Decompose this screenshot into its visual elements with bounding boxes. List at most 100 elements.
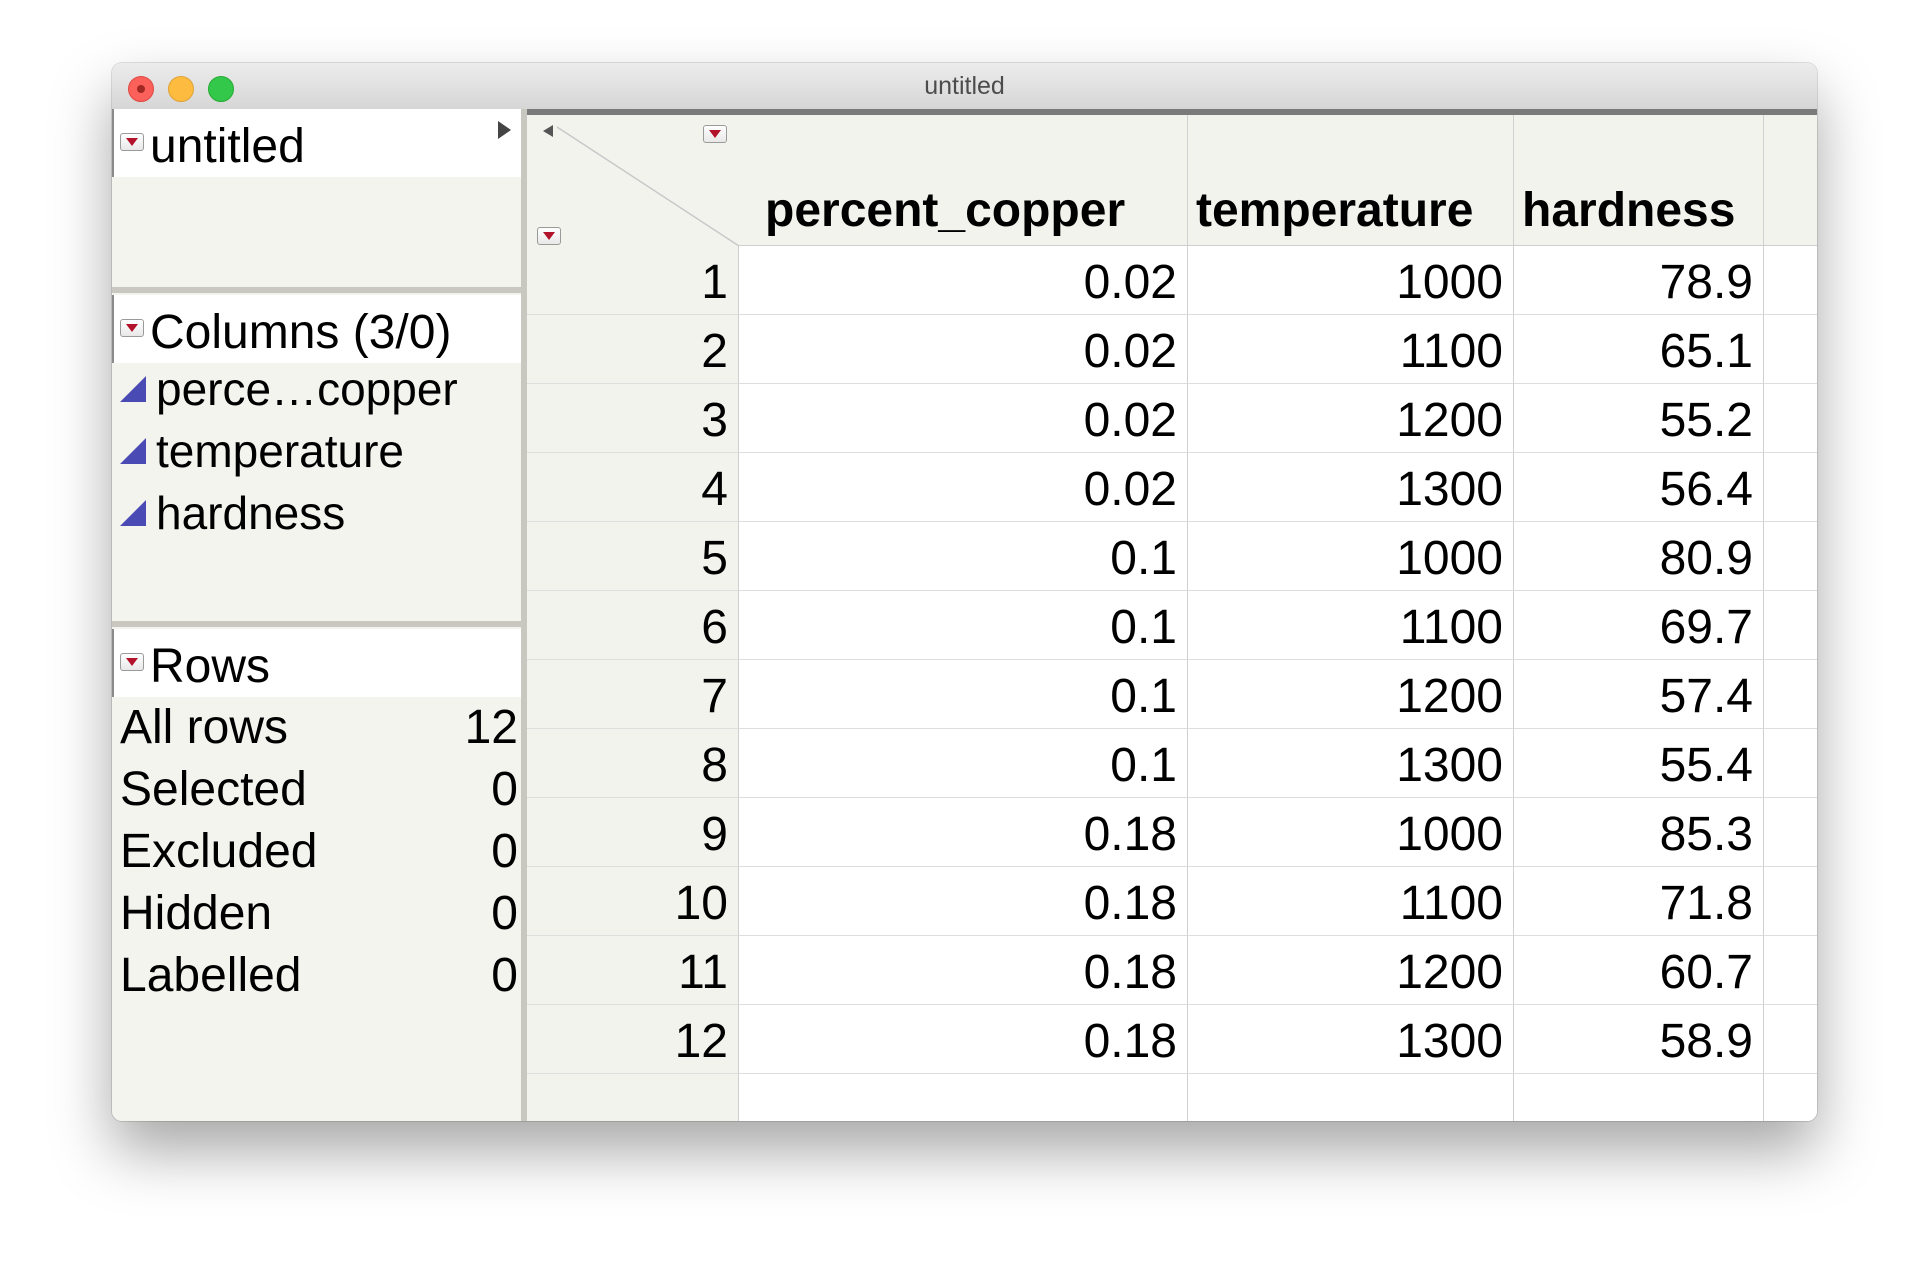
table-cell[interactable]: 1000 (1188, 246, 1514, 315)
table-cell[interactable]: 1300 (1188, 453, 1514, 522)
row-number[interactable]: 4 (527, 453, 739, 522)
table-cell[interactable]: 55.4 (1514, 729, 1764, 798)
table-cell[interactable]: 0.02 (739, 246, 1188, 315)
table-cell[interactable]: 0.18 (739, 1005, 1188, 1074)
table-cell-filler (1764, 522, 1817, 591)
rows-panel-header[interactable]: Rows (112, 629, 523, 697)
table-cell[interactable]: 80.9 (1514, 522, 1764, 591)
row-stat-all-rows[interactable]: All rows 12 (120, 697, 518, 759)
table-cell-filler (1764, 1005, 1817, 1074)
table-cell[interactable]: 56.4 (1514, 453, 1764, 522)
minimize-button[interactable] (168, 76, 194, 102)
column-header-empty (1764, 115, 1817, 246)
row-stat-label: Selected (120, 763, 307, 816)
table-cell[interactable]: 1200 (1188, 384, 1514, 453)
row-number[interactable]: 8 (527, 729, 739, 798)
table-cell[interactable]: 57.4 (1514, 660, 1764, 729)
row-stat-label: Hidden (120, 887, 273, 940)
column-header-hardness[interactable]: hardness (1514, 115, 1764, 246)
table-cell[interactable]: 1200 (1188, 936, 1514, 1005)
table-cell[interactable]: 0.02 (739, 384, 1188, 453)
row-stat-value: 0 (491, 825, 518, 878)
table-cell-empty[interactable] (739, 1074, 1188, 1121)
row-stat-excluded[interactable]: Excluded 0 (120, 821, 518, 883)
table-cell-filler (1764, 246, 1817, 315)
row-stat-labelled[interactable]: Labelled 0 (120, 945, 518, 1007)
table-cell[interactable]: 1300 (1188, 729, 1514, 798)
table-cell[interactable]: 1100 (1188, 315, 1514, 384)
row-number[interactable]: 3 (527, 384, 739, 453)
row-stat-value: 12 (464, 701, 518, 754)
row-stat-value: 0 (491, 763, 518, 816)
grid-top-border (527, 109, 1817, 115)
row-stat-selected[interactable]: Selected 0 (120, 759, 518, 821)
table-cell[interactable]: 0.18 (739, 867, 1188, 936)
zoom-button[interactable] (208, 76, 234, 102)
columns-panel: Columns (3/0) perce…copper temperature h… (112, 295, 523, 555)
table-cell[interactable]: 0.02 (739, 315, 1188, 384)
column-item-temperature[interactable]: temperature (120, 423, 404, 479)
column-header-percent-copper[interactable]: percent_copper (739, 115, 1188, 246)
row-number[interactable]: 5 (527, 522, 739, 591)
table-cell[interactable]: 0.18 (739, 798, 1188, 867)
table-cell-empty[interactable] (1188, 1074, 1514, 1121)
table-cell[interactable]: 0.18 (739, 936, 1188, 1005)
row-number[interactable]: 2 (527, 315, 739, 384)
continuous-icon (120, 437, 146, 464)
row-menu-icon[interactable] (537, 227, 561, 245)
table-cell[interactable]: 0.1 (739, 591, 1188, 660)
table-menu-icon[interactable] (120, 133, 144, 151)
table-cell[interactable]: 1300 (1188, 1005, 1514, 1074)
row-number[interactable]: 9 (527, 798, 739, 867)
column-item-hardness[interactable]: hardness (120, 485, 345, 541)
column-menu-icon[interactable] (703, 125, 727, 143)
table-cell[interactable]: 85.3 (1514, 798, 1764, 867)
table-cell[interactable]: 65.1 (1514, 315, 1764, 384)
row-stat-label: All rows (120, 701, 289, 754)
table-cell[interactable]: 60.7 (1514, 936, 1764, 1005)
row-stat-hidden[interactable]: Hidden 0 (120, 883, 518, 945)
rows-menu-icon[interactable] (120, 653, 144, 671)
row-number[interactable]: 1 (527, 246, 739, 315)
corner-diagonal-icon (543, 125, 739, 246)
table-cell-filler (1764, 798, 1817, 867)
expand-arrow-icon[interactable] (498, 121, 511, 139)
row-number[interactable]: 12 (527, 1005, 739, 1074)
table-cell[interactable]: 78.9 (1514, 246, 1764, 315)
table-cell-empty[interactable] (1514, 1074, 1764, 1121)
grid-corner[interactable] (527, 115, 740, 247)
table-cell[interactable]: 0.1 (739, 729, 1188, 798)
column-item-percent-copper[interactable]: perce…copper (120, 361, 458, 417)
table-cell[interactable]: 0.1 (739, 522, 1188, 591)
row-number[interactable]: 11 (527, 936, 739, 1005)
column-header-temperature[interactable]: temperature (1188, 115, 1514, 246)
table-cell-filler (1764, 729, 1817, 798)
columns-panel-header[interactable]: Columns (3/0) (112, 295, 523, 363)
table-cell[interactable]: 55.2 (1514, 384, 1764, 453)
table-cell[interactable]: 1100 (1188, 591, 1514, 660)
table-cell[interactable]: 1100 (1188, 867, 1514, 936)
table-cell[interactable]: 1000 (1188, 522, 1514, 591)
row-number[interactable]: 6 (527, 591, 739, 660)
table-cell[interactable]: 1000 (1188, 798, 1514, 867)
table-cell[interactable]: 1200 (1188, 660, 1514, 729)
table-panel-header[interactable]: untitled (112, 109, 523, 177)
table-cell[interactable]: 69.7 (1514, 591, 1764, 660)
row-number-empty[interactable] (527, 1074, 739, 1121)
table-cell-filler (1764, 384, 1817, 453)
columns-panel-title: Columns (3/0) (150, 306, 452, 359)
columns-menu-icon[interactable] (120, 319, 144, 337)
panel-divider[interactable] (112, 621, 521, 627)
close-button[interactable] (128, 76, 154, 102)
rows-panel-title: Rows (150, 640, 271, 693)
panel-divider[interactable] (112, 287, 521, 293)
table-cell[interactable]: 0.02 (739, 453, 1188, 522)
panel-splitter[interactable] (521, 109, 527, 1121)
table-cell[interactable]: 71.8 (1514, 867, 1764, 936)
table-cell[interactable]: 0.1 (739, 660, 1188, 729)
row-number[interactable]: 7 (527, 660, 739, 729)
row-number[interactable]: 10 (527, 867, 739, 936)
continuous-icon (120, 375, 146, 402)
title-bar[interactable]: untitled (112, 63, 1817, 110)
table-cell[interactable]: 58.9 (1514, 1005, 1764, 1074)
